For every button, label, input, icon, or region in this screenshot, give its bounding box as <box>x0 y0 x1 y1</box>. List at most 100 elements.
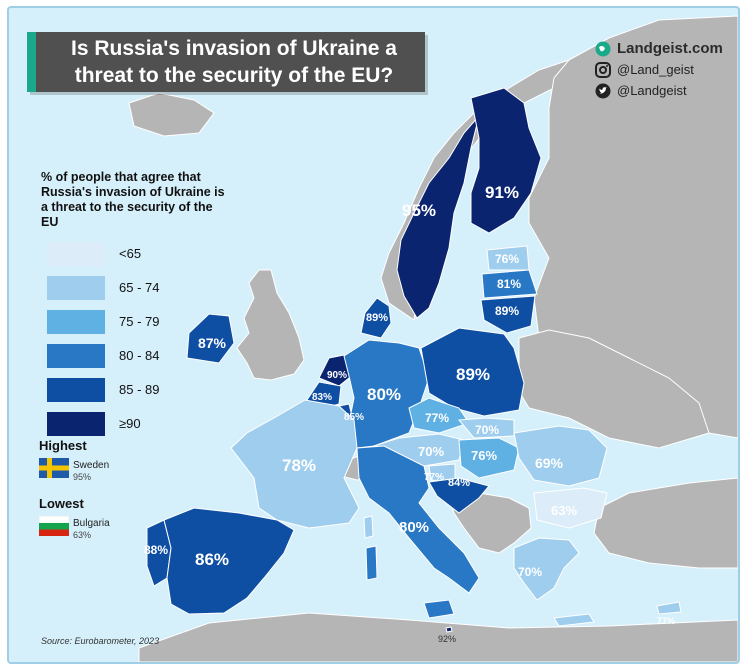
highest-value: 95% <box>73 472 92 482</box>
legend-item: 85 - 89 <box>47 378 217 404</box>
label-italy: 80% <box>399 519 429 536</box>
country-sicily <box>423 599 455 619</box>
country-ireland <box>186 313 235 364</box>
legend-item: 75 - 79 <box>47 310 217 336</box>
legend-swatch <box>47 344 105 368</box>
label-denmark: 89% <box>366 312 388 324</box>
country-germany <box>343 339 430 449</box>
highest-country: Sweden <box>73 460 110 471</box>
label-poland: 89% <box>456 365 490 384</box>
country-sweden <box>396 115 480 319</box>
legend-label: 65 - 74 <box>119 280 160 295</box>
turkey-shape <box>593 477 738 569</box>
legend-label: <65 <box>119 246 142 261</box>
label-austria: 70% <box>418 444 444 459</box>
label-latvia: 81% <box>497 277 521 291</box>
label-ireland: 87% <box>198 335 227 351</box>
legend-item: <65 <box>47 242 217 268</box>
country-poland <box>420 327 525 417</box>
twitter-icon <box>595 83 611 99</box>
label-netherlands: 90% <box>327 370 347 381</box>
brand-twitter-handle: @Landgeist <box>617 83 687 98</box>
label-france: 78% <box>282 456 316 475</box>
legend-swatch <box>47 276 105 300</box>
country-malta <box>445 626 453 633</box>
legend-item: 65 - 74 <box>47 276 217 302</box>
country-romania <box>513 425 608 487</box>
legend-swatch <box>47 412 105 436</box>
legend-swatch <box>47 310 105 334</box>
label-romania: 69% <box>535 455 564 471</box>
legend-label: 75 - 79 <box>119 314 160 329</box>
europe-map: 95% 91% 76% 81% 89% 89% 87% 90% 83% 85% … <box>128 15 738 662</box>
brand-site-row[interactable]: Landgeist.com <box>595 38 738 59</box>
label-luxembourg: 85% <box>344 412 364 423</box>
brand-site-link: Landgeist.com <box>617 40 723 57</box>
label-slovenia: 77% <box>424 472 444 483</box>
country-denmark <box>360 297 392 339</box>
title-accent-bar <box>27 32 36 92</box>
label-hungary: 76% <box>471 448 497 463</box>
country-crete <box>553 613 595 627</box>
source-note: Source: Eurobarometer, 2023 <box>41 636 160 646</box>
label-germany: 80% <box>367 385 401 404</box>
highest-heading: Highest <box>39 438 87 453</box>
label-greece: 70% <box>518 565 542 579</box>
legend-title: % of people that agree that Russia's inv… <box>41 170 225 229</box>
lowest-value: 63% <box>73 530 92 540</box>
legend-label: 85 - 89 <box>119 382 160 397</box>
page-title: Is Russia's invasion of Ukraine a threat… <box>71 37 397 87</box>
balkans-shape <box>448 492 532 554</box>
label-cyprus: 77% <box>657 616 675 626</box>
label-czechia: 77% <box>425 411 449 425</box>
label-slovakia: 70% <box>475 423 499 437</box>
title-banner: Is Russia's invasion of Ukraine a threat… <box>27 32 425 92</box>
label-finland: 91% <box>485 183 519 202</box>
country-france <box>230 399 360 529</box>
country-greece <box>513 537 580 601</box>
country-latvia <box>481 269 538 299</box>
brand-instagram-handle: @Land_geist <box>617 62 694 77</box>
country-bulgaria <box>533 487 608 529</box>
country-hungary <box>458 437 520 479</box>
country-spain <box>163 507 295 615</box>
legend: % of people that agree that Russia's inv… <box>41 170 231 436</box>
bulgaria-flag-icon <box>38 515 70 536</box>
label-bulgaria: 63% <box>551 503 577 518</box>
legend-label: 80 - 84 <box>119 348 160 363</box>
globe-icon <box>595 41 611 57</box>
label-malta: 92% <box>438 634 456 644</box>
label-portugal: 88% <box>144 543 168 557</box>
country-croatia <box>428 477 490 514</box>
eu-land <box>146 87 682 633</box>
uk-shape <box>236 269 305 381</box>
iceland-shape <box>128 92 215 137</box>
country-cyprus <box>656 601 682 615</box>
label-croatia: 84% <box>448 477 470 489</box>
legend-item: ≥90 <box>47 412 217 438</box>
label-spain: 86% <box>195 550 229 569</box>
country-italy <box>356 445 480 594</box>
brand-instagram-row[interactable]: @Land_geist <box>595 59 738 80</box>
label-estonia: 76% <box>495 252 519 266</box>
country-slovakia <box>457 417 515 439</box>
map-frame: 95% 91% 76% 81% 89% 89% 87% 90% 83% 85% … <box>7 6 740 664</box>
legend-item: 80 - 84 <box>47 344 217 370</box>
country-corsica <box>363 515 374 539</box>
brand-block: Landgeist.com @Land_geist @Landgeist <box>595 38 738 101</box>
country-lithuania <box>480 295 536 334</box>
instagram-icon <box>595 61 611 78</box>
label-lithuania: 89% <box>495 304 519 318</box>
legend-swatch <box>47 242 105 266</box>
label-belgium: 83% <box>312 392 332 403</box>
lowest-heading: Lowest <box>39 496 84 511</box>
label-sweden: 95% <box>402 201 436 220</box>
brand-twitter-row[interactable]: @Landgeist <box>595 80 738 101</box>
sweden-flag-icon <box>39 458 69 478</box>
legend-label: ≥90 <box>119 416 141 431</box>
country-sardinia <box>365 545 378 581</box>
country-finland <box>470 87 542 234</box>
lowest-country: Bulgaria <box>73 518 110 529</box>
legend-swatch <box>47 378 105 402</box>
non-eu-land <box>128 15 738 662</box>
